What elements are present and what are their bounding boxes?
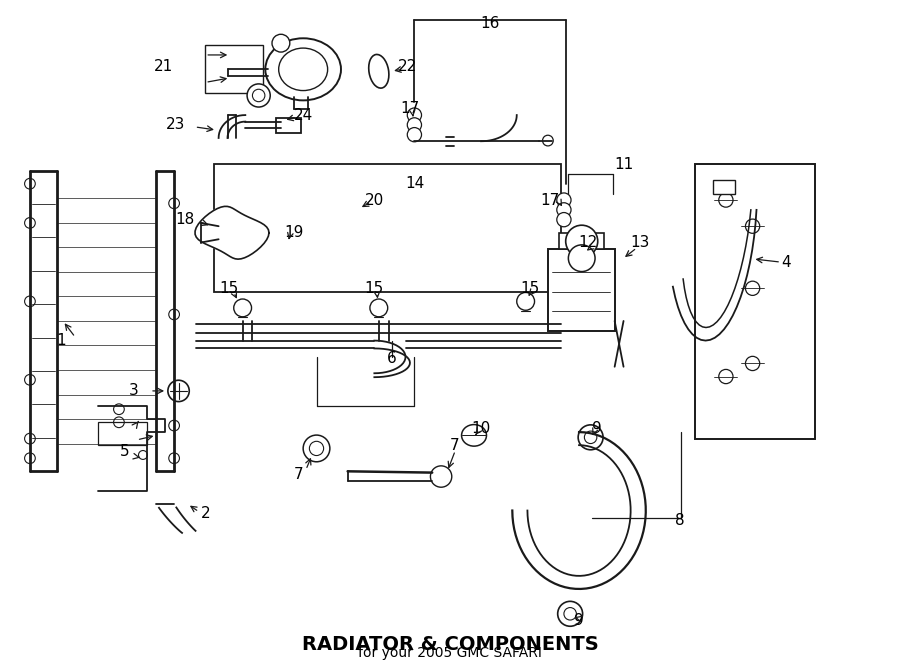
Circle shape: [408, 118, 421, 132]
Circle shape: [169, 309, 179, 320]
Circle shape: [564, 607, 576, 620]
Bar: [205, 45, 263, 93]
Circle shape: [745, 356, 760, 371]
Text: 13: 13: [631, 235, 650, 250]
Ellipse shape: [271, 220, 305, 252]
Ellipse shape: [279, 48, 328, 91]
Text: for your 2005 GMC SAFARI: for your 2005 GMC SAFARI: [358, 646, 542, 660]
Circle shape: [169, 198, 179, 209]
Circle shape: [543, 136, 553, 146]
Circle shape: [24, 178, 35, 189]
Text: 17: 17: [400, 101, 419, 116]
Circle shape: [24, 434, 35, 444]
Circle shape: [113, 417, 124, 428]
Circle shape: [745, 281, 760, 295]
Circle shape: [558, 602, 582, 626]
Text: 19: 19: [284, 225, 304, 240]
Text: 15: 15: [220, 281, 238, 295]
Circle shape: [24, 217, 35, 228]
Bar: [695, 164, 815, 439]
Circle shape: [719, 193, 733, 207]
Circle shape: [557, 213, 571, 227]
Circle shape: [252, 89, 265, 102]
Text: 9: 9: [574, 613, 584, 628]
Text: 6: 6: [387, 351, 397, 366]
Text: 11: 11: [614, 157, 634, 172]
Text: 15: 15: [520, 281, 540, 295]
Circle shape: [408, 128, 421, 142]
Circle shape: [139, 451, 148, 459]
Text: 23: 23: [166, 118, 185, 132]
Circle shape: [557, 193, 571, 207]
Ellipse shape: [266, 38, 341, 100]
Circle shape: [517, 292, 535, 310]
Text: 7: 7: [450, 438, 459, 453]
Bar: [548, 249, 615, 330]
Circle shape: [24, 453, 35, 463]
Text: 12: 12: [579, 235, 598, 250]
Circle shape: [169, 453, 179, 463]
Bar: [98, 422, 148, 445]
Text: 15: 15: [364, 281, 384, 295]
Circle shape: [408, 108, 421, 122]
Polygon shape: [713, 180, 734, 194]
Circle shape: [584, 431, 597, 444]
Text: 7: 7: [294, 467, 303, 482]
Ellipse shape: [369, 54, 389, 88]
Text: 16: 16: [481, 16, 500, 31]
Ellipse shape: [280, 228, 296, 244]
Circle shape: [113, 404, 124, 414]
Circle shape: [24, 375, 35, 385]
Text: 22: 22: [398, 59, 417, 73]
Circle shape: [566, 225, 598, 257]
Text: 2: 2: [201, 506, 210, 522]
Circle shape: [557, 203, 571, 217]
Circle shape: [303, 435, 330, 462]
Circle shape: [248, 84, 270, 107]
Polygon shape: [195, 206, 269, 259]
Text: 8: 8: [675, 513, 684, 528]
Text: RADIATOR & COMPONENTS: RADIATOR & COMPONENTS: [302, 635, 598, 654]
Text: 21: 21: [154, 59, 173, 73]
Circle shape: [370, 299, 388, 317]
Circle shape: [168, 380, 189, 402]
Circle shape: [430, 466, 452, 487]
Circle shape: [719, 369, 733, 383]
Text: 18: 18: [176, 212, 194, 227]
Circle shape: [578, 425, 603, 449]
Text: 4: 4: [781, 254, 791, 270]
Ellipse shape: [462, 424, 487, 446]
Ellipse shape: [342, 206, 358, 220]
Text: 9: 9: [592, 421, 602, 436]
Text: 10: 10: [472, 421, 491, 436]
Bar: [560, 233, 604, 249]
Bar: [276, 118, 302, 133]
Ellipse shape: [336, 201, 364, 225]
Text: 20: 20: [364, 192, 384, 208]
Circle shape: [234, 299, 251, 317]
Text: 3: 3: [130, 383, 139, 399]
Text: 14: 14: [406, 176, 425, 191]
Text: 24: 24: [293, 108, 313, 122]
Circle shape: [169, 420, 179, 431]
Circle shape: [569, 245, 595, 272]
Text: 5: 5: [121, 444, 130, 459]
Circle shape: [24, 296, 35, 307]
Bar: [214, 164, 562, 292]
Circle shape: [272, 34, 290, 52]
Text: 1: 1: [57, 333, 66, 348]
Circle shape: [310, 442, 324, 455]
Text: 17: 17: [540, 192, 559, 208]
Circle shape: [745, 219, 760, 233]
